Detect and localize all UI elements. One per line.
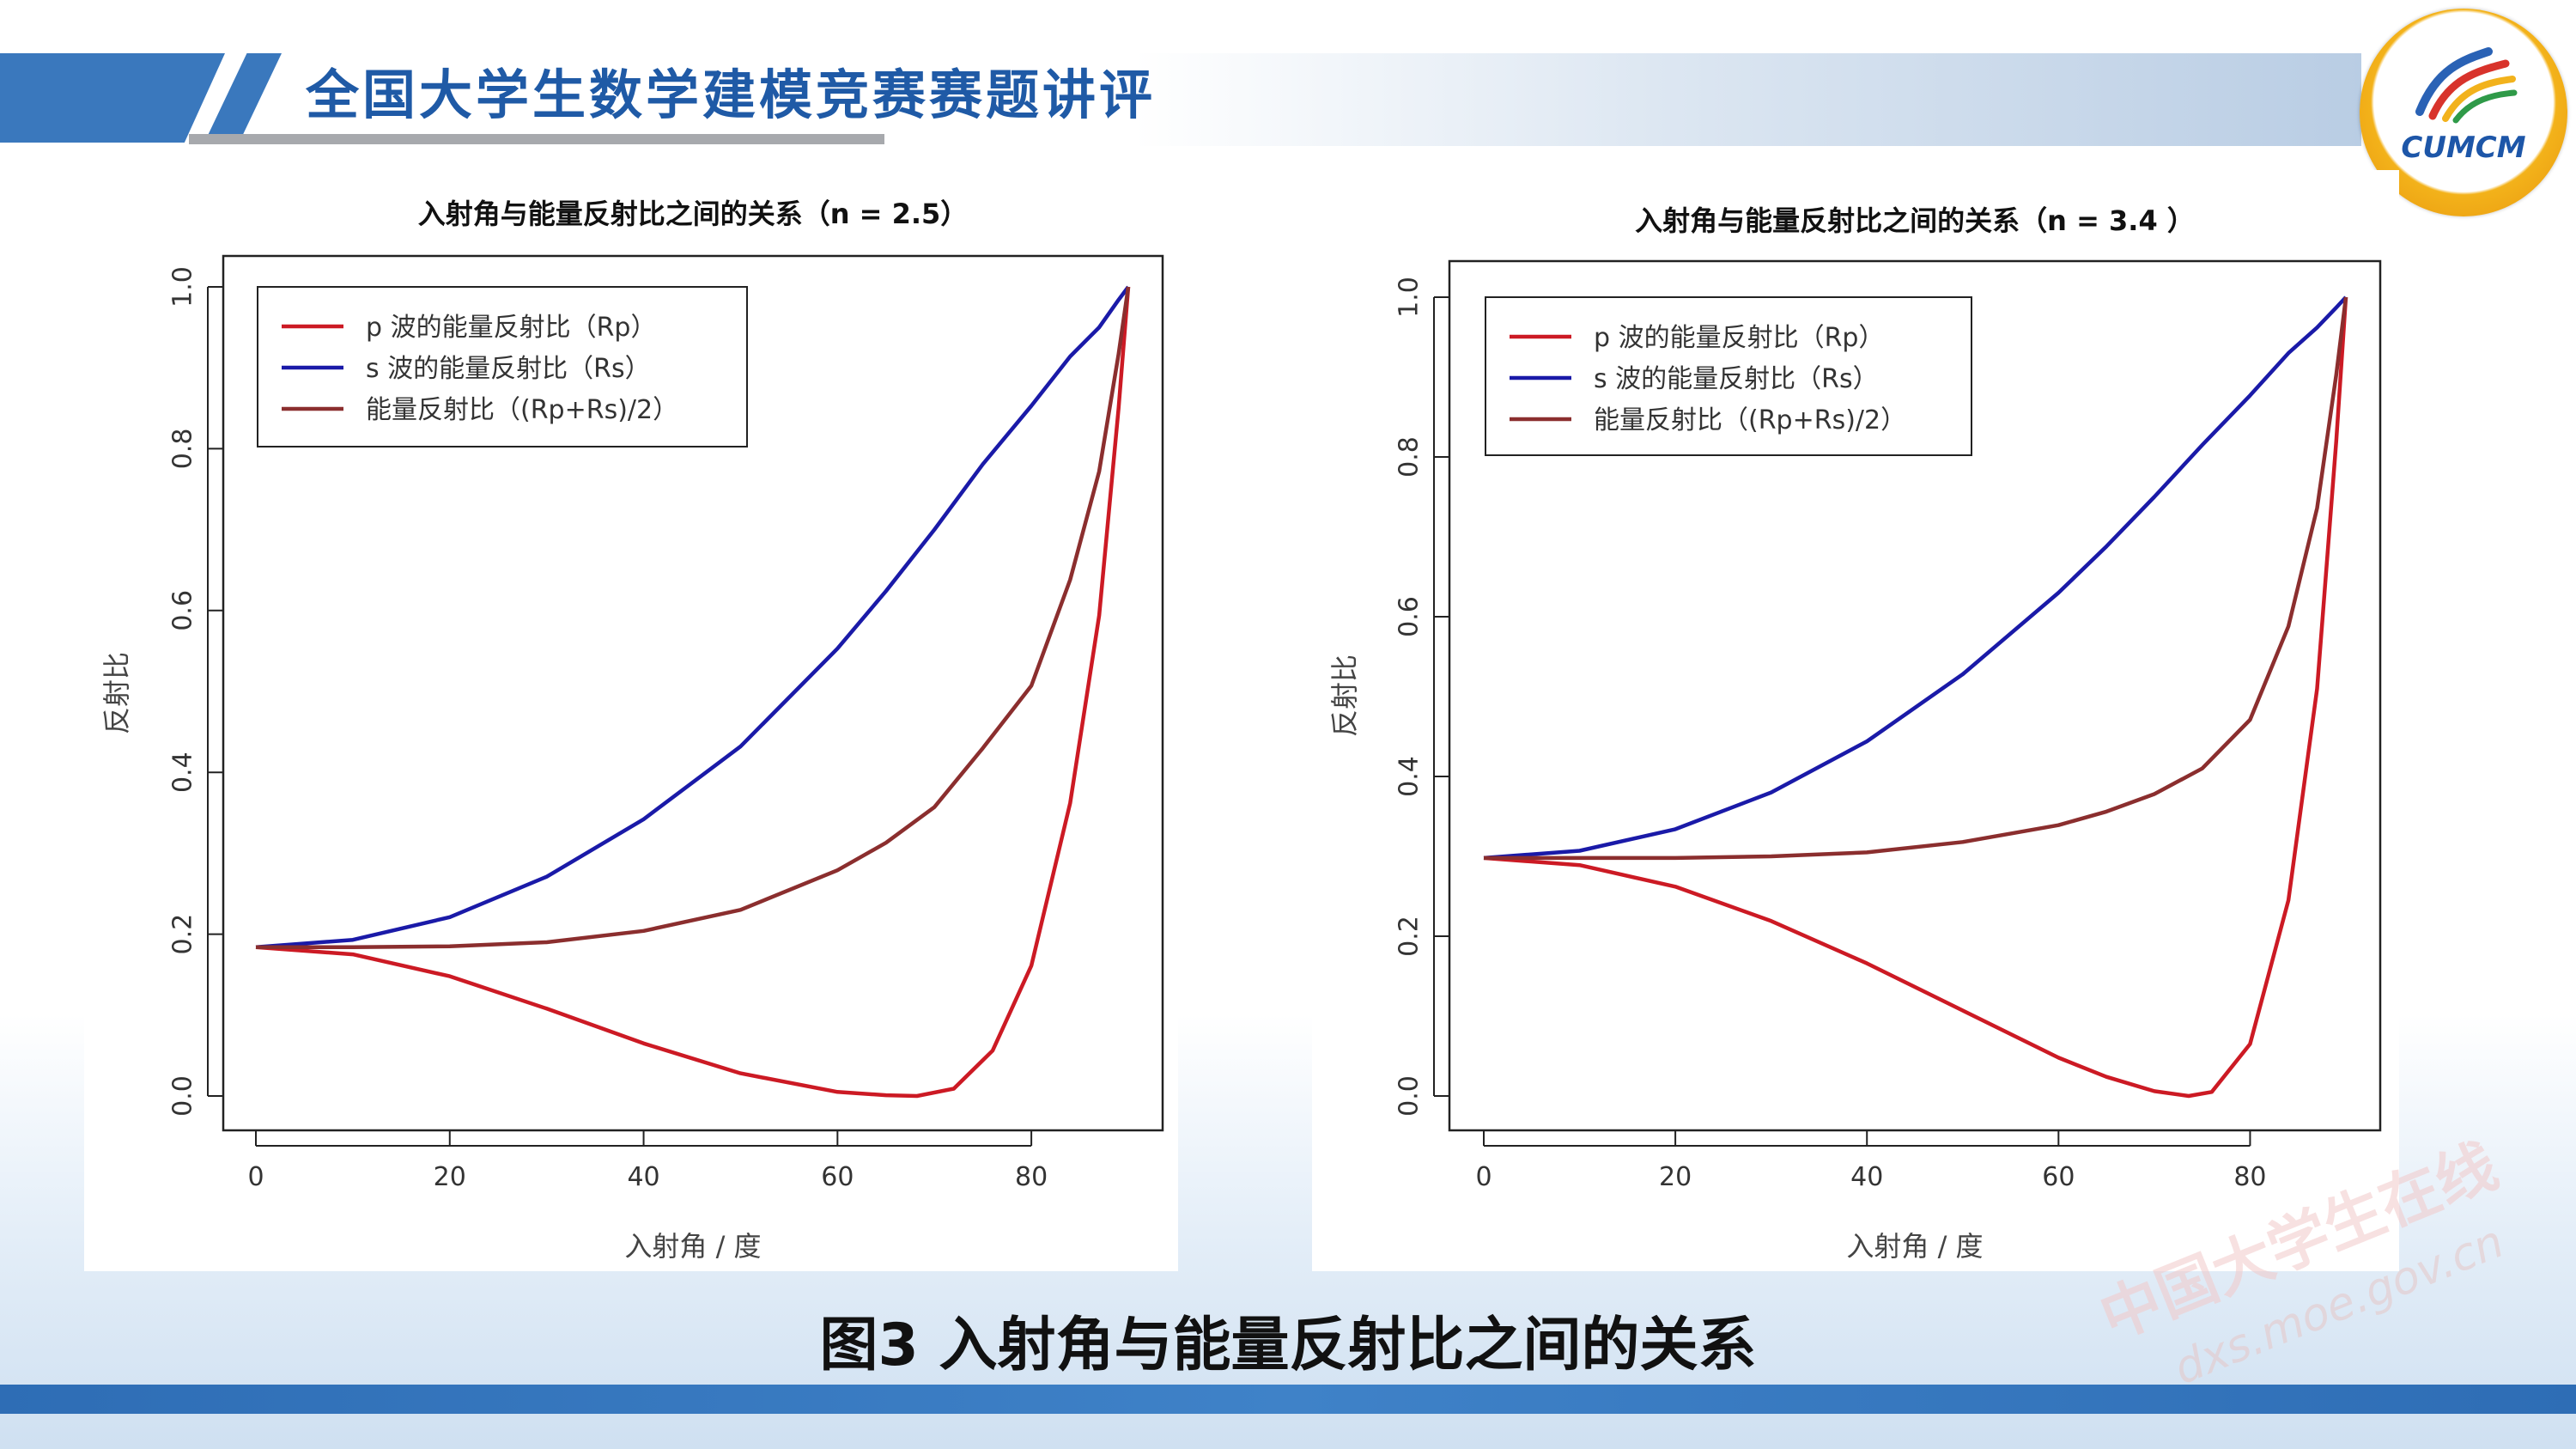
y-tick-label: 0.8: [168, 429, 198, 470]
y-tick-label: 1.0: [168, 266, 198, 307]
x-tick-label: 20: [1659, 1162, 1692, 1192]
cumcm-logo: 中国大学生数学建模竞赛 CUMCM: [2360, 9, 2567, 216]
legend-label-rs: s 波的能量反射比（Rs）: [1594, 364, 1879, 394]
x-tick-label: 20: [434, 1162, 466, 1192]
legend-label-rs: s 波的能量反射比（Rs）: [366, 354, 651, 384]
series-line-rp: [255, 286, 1131, 1099]
y-axis-label: 反射比: [1328, 654, 1361, 737]
legend-label-rp: p 波的能量反射比（Rp）: [366, 313, 656, 343]
header-underline: [189, 134, 884, 144]
header-slash-left: [0, 53, 225, 143]
x-tick-label: 0: [247, 1162, 264, 1192]
x-tick-label: 80: [1015, 1162, 1048, 1192]
legend-box: [257, 286, 748, 447]
plot-frame: [1448, 259, 2382, 1132]
x-tick-label: 60: [821, 1162, 854, 1192]
series-line-avg: [1484, 296, 2348, 861]
legend-label-avg: 能量反射比（(Rp+Rs)/2）: [366, 395, 678, 425]
page-header-title: 全国大学生数学建模竞赛赛题讲评: [306, 64, 1157, 126]
y-tick-label: 0.8: [1394, 436, 1425, 478]
chart-panel-n2.5: 入射角与能量反射比之间的关系（n = 2.5） 0 20 40 60 80 0.0 0.2 0.…: [84, 170, 1178, 1271]
chart-n2.5: 入射角与能量反射比之间的关系（n = 2.5） 0 20 40 60 80 0.0 0.2 0.…: [100, 198, 1164, 1263]
series-line-rp: [1483, 296, 2348, 1099]
y-tick-label: 0.6: [168, 590, 198, 631]
x-tick-label: 40: [627, 1162, 659, 1192]
plot-frame: [222, 254, 1164, 1132]
x-tick-label: 60: [2042, 1162, 2075, 1192]
y-tick-label: 0.6: [1394, 596, 1425, 637]
y-tick-label: 0.2: [1394, 916, 1425, 957]
bottom-bar: [0, 1385, 2576, 1414]
x-tick-label: 40: [1850, 1162, 1883, 1192]
header-band: [0, 53, 2361, 146]
y-axis-label: 反射比: [100, 652, 133, 734]
legend-label-rp: p 波的能量反射比（Rp）: [1594, 323, 1884, 353]
y-tick-label: 0.4: [168, 752, 198, 793]
y-tick-label: 0.4: [1394, 756, 1425, 797]
chart-title: 入射角与能量反射比之间的关系（n = 2.5）: [418, 198, 969, 230]
series-line-rs: [255, 285, 1130, 949]
y-tick-label: 1.0: [1394, 277, 1425, 318]
series-line-avg: [256, 286, 1131, 949]
x-tick-label: 80: [2233, 1162, 2266, 1192]
logo-mark-icon: 中国大学生数学建模竞赛: [2383, 47, 2533, 193]
chart-title: 入射角与能量反射比之间的关系（n = 3.4 ）: [1635, 204, 2195, 237]
figure-caption: 图3 入射角与能量反射比之间的关系: [819, 1312, 1757, 1379]
y-tick-label: 0.0: [168, 1075, 198, 1117]
x-axis-label: 入射角 / 度: [624, 1230, 761, 1263]
y-tick-label: 0.0: [1394, 1075, 1425, 1117]
x-tick-label: 0: [1475, 1162, 1492, 1192]
legend-label-avg: 能量反射比（(Rp+Rs)/2）: [1594, 405, 1906, 435]
series-line-rs: [1483, 295, 2348, 861]
x-axis-label: 入射角 / 度: [1846, 1230, 1983, 1263]
logo-text: CUMCM: [2401, 131, 2526, 165]
y-tick-label: 0.2: [168, 914, 198, 955]
chart-panel-n3.4: 入射角与能量反射比之间的关系（n = 3.4 ） 0 20 40 60 80 0.0 0.2 0…: [1312, 170, 2399, 1271]
chart-n3.4: 入射角与能量反射比之间的关系（n = 3.4 ） 0 20 40 60 80 0.0 0.2 0…: [1328, 204, 2382, 1263]
